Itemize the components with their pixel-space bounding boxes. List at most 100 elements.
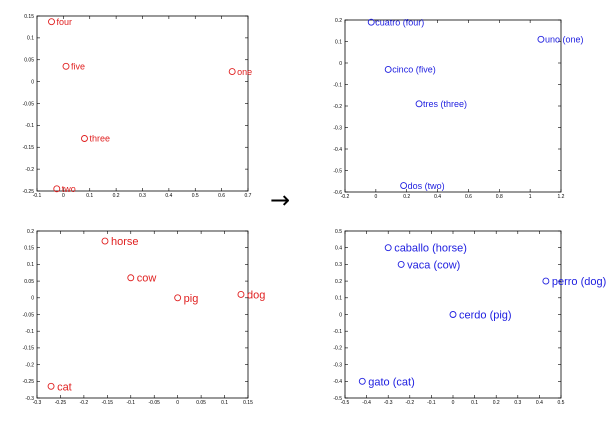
data-point xyxy=(47,382,55,390)
x-tick-label: -0.1 xyxy=(126,400,135,406)
y-tick-label: 0.1 xyxy=(335,296,342,302)
point-label: dos (two) xyxy=(408,181,445,191)
point-label: cuatro (four) xyxy=(375,17,424,27)
x-tick-label: -0.2 xyxy=(405,400,414,406)
data-point xyxy=(48,18,55,26)
scatter-panel-animals-spanish: -0.5 -0.4 -0.3 -0.2 -0.1 0 0.1 0.2 0.3 0.4 0.5 -0.5… xyxy=(333,229,606,406)
y-tick-label: -0.3 xyxy=(333,125,342,131)
y-tick-label: -0.15 xyxy=(23,145,35,151)
data-point xyxy=(367,18,375,26)
point-label: cat xyxy=(57,381,72,393)
y-tick-label: -0.2 xyxy=(333,346,342,352)
point-label: cow xyxy=(137,273,157,285)
y-tick-label: 0 xyxy=(31,296,34,302)
data-point xyxy=(537,35,545,43)
y-tick-label: -0.05 xyxy=(23,312,35,318)
data-point xyxy=(400,182,408,190)
x-tick-label: 0 xyxy=(374,194,377,200)
y-tick-label: 0.2 xyxy=(335,279,342,285)
y-tick-label: -0.1 xyxy=(25,123,34,129)
data-point xyxy=(397,260,405,268)
y-tick-label: -0.05 xyxy=(23,101,35,107)
point-label: perro (dog) xyxy=(552,276,606,288)
x-tick-label: 0.4 xyxy=(165,193,172,199)
y-tick-label: 0 xyxy=(339,312,342,318)
plot-frame xyxy=(36,230,249,399)
y-tick-label: 0.15 xyxy=(24,246,34,252)
scatter-panel-animals-english: -0.3 -0.25 -0.2 -0.15 -0.1 -0.05 0 0.05 0.1 0.15 -… xyxy=(23,229,266,406)
x-tick-label: 0.2 xyxy=(493,400,500,406)
point-label: uno (one) xyxy=(545,35,584,45)
y-tick-label: -0.4 xyxy=(333,147,342,153)
point-label: gato (cat) xyxy=(368,376,414,388)
y-tick-label: -0.1 xyxy=(333,329,342,335)
data-point xyxy=(449,311,457,318)
y-tick-label: -0.5 xyxy=(333,168,342,174)
x-tick-label: -0.5 xyxy=(341,400,350,406)
x-tick-label: 0.4 xyxy=(434,194,441,200)
y-tick-label: 0 xyxy=(31,79,34,85)
x-tick-label: 0.6 xyxy=(465,194,472,200)
y-tick-label: -0.4 xyxy=(333,379,342,385)
x-tick-label: -0.1 xyxy=(427,400,436,406)
point-label: cerdo (pig) xyxy=(459,309,512,321)
point-label: two xyxy=(62,184,76,194)
x-tick-label: 1 xyxy=(529,194,532,200)
data-point xyxy=(384,65,392,73)
y-tick-label: 0.05 xyxy=(24,279,34,285)
y-tick-label: -0.2 xyxy=(25,362,34,368)
x-tick-label: 0.7 xyxy=(245,193,252,199)
x-tick-label: 0.15 xyxy=(243,400,253,406)
point-label: one xyxy=(237,67,252,77)
x-tick-label: 0.3 xyxy=(514,400,521,406)
x-tick-label: -0.4 xyxy=(362,400,371,406)
y-tick-label: 0.2 xyxy=(27,229,34,235)
y-tick-label: 0.1 xyxy=(27,36,34,42)
y-tick-label: 0.3 xyxy=(335,262,342,268)
x-tick-label: 0 xyxy=(62,193,65,199)
y-tick-label: -0.25 xyxy=(23,189,35,195)
data-point xyxy=(384,244,392,252)
data-point xyxy=(174,294,182,302)
x-tick-label: 0 xyxy=(176,400,179,406)
point-label: vaca (cow) xyxy=(407,259,460,271)
y-tick-label: -0.6 xyxy=(333,190,342,196)
point-label: dog xyxy=(247,289,265,301)
x-tick-label: 0.5 xyxy=(558,400,565,406)
point-label: horse xyxy=(111,236,139,248)
y-tick-label: -0.5 xyxy=(333,396,342,402)
data-point xyxy=(101,237,109,245)
data-point xyxy=(237,291,245,298)
x-tick-label: 0.05 xyxy=(196,400,206,406)
x-tick-label: -0.1 xyxy=(33,193,42,199)
data-point xyxy=(415,100,423,108)
x-tick-label: -0.25 xyxy=(55,400,67,406)
plot-frame xyxy=(344,230,562,399)
y-tick-label: 0.4 xyxy=(335,246,342,252)
y-tick-label: -0.3 xyxy=(333,362,342,368)
data-point xyxy=(228,68,236,76)
x-tick-label: 1.2 xyxy=(558,194,565,200)
y-tick-label: -0.25 xyxy=(23,379,35,385)
x-tick-label: 0.6 xyxy=(218,193,225,199)
x-tick-label: 0.1 xyxy=(221,400,228,406)
data-point xyxy=(62,62,70,70)
y-tick-label: -0.15 xyxy=(23,346,35,352)
scatter-panel-numbers-spanish: -0.2 0 0.2 0.4 0.6 0.8 1 1.2 -0.6 -0.5 -0.4 -0.3 -0.… xyxy=(333,17,583,200)
y-tick-label: 0.05 xyxy=(24,58,34,64)
point-label: three xyxy=(89,134,110,144)
x-tick-label: 0.8 xyxy=(496,194,503,200)
y-tick-label: 0.1 xyxy=(27,262,34,268)
x-tick-label: 0.2 xyxy=(403,194,410,200)
x-tick-label: -0.05 xyxy=(149,400,161,406)
y-tick-label: -0.1 xyxy=(333,82,342,88)
y-tick-label: 0.2 xyxy=(335,18,342,24)
x-tick-label: 0.5 xyxy=(192,193,199,199)
x-tick-label: -0.3 xyxy=(33,400,42,406)
x-tick-label: 0 xyxy=(452,400,455,406)
y-tick-label: -0.3 xyxy=(25,396,34,402)
data-point xyxy=(81,135,88,142)
point-label: tres (three) xyxy=(423,99,467,109)
y-tick-label: -0.1 xyxy=(25,329,34,335)
